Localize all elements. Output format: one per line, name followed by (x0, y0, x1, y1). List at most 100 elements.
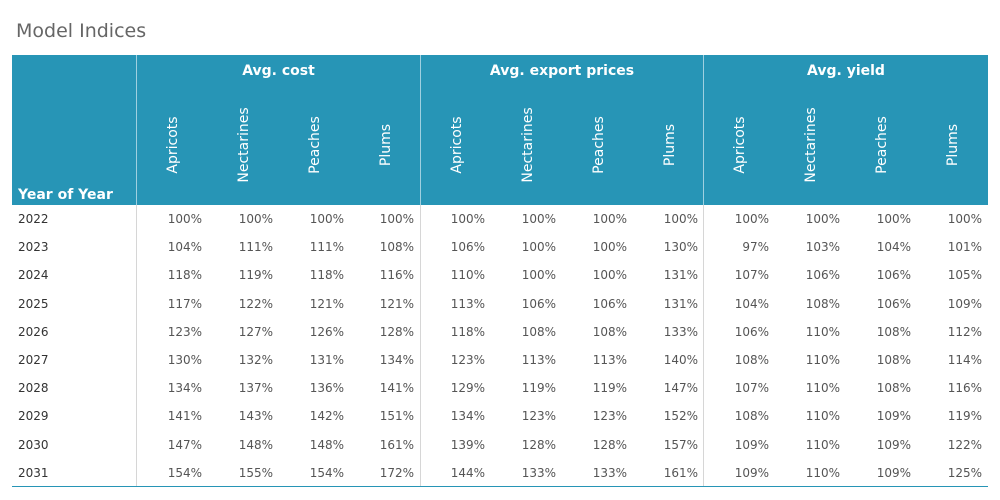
table-cell: 110% (805, 352, 840, 367)
column-header-apricots: Apricots (449, 116, 465, 174)
column-header-plums: Plums (378, 123, 394, 167)
group-header-avg-yield: Avg. yield (807, 63, 885, 79)
table-cell: 100% (592, 240, 627, 255)
table-cell: 112% (947, 324, 982, 339)
table-cell: 100% (805, 212, 840, 226)
group-header-avg-cost: Avg. cost (242, 63, 315, 79)
row-year-label: 2023 (18, 240, 49, 255)
table-row: 2031 154% 155% 154% 172% 144% 133% 133% 161% 109%… (12, 459, 988, 487)
table-cell: 109% (876, 465, 911, 480)
table-cell: 121% (309, 296, 344, 311)
table-cell: 116% (379, 268, 414, 283)
table-cell: 131% (309, 352, 344, 367)
table-cell: 109% (876, 409, 911, 424)
table-cell: 123% (521, 409, 556, 424)
table-cell: 140% (663, 352, 698, 367)
table-cell: 154% (167, 465, 202, 480)
column-header-peaches: Peaches (591, 116, 607, 174)
table-cell: 108% (592, 324, 627, 339)
table-cell: 106% (450, 240, 485, 255)
table-cell: 148% (309, 437, 344, 452)
table-cell: 97% (742, 240, 769, 255)
table-cell: 110% (805, 465, 840, 480)
table-row: 2030 147% 148% 148% 161% 139% 128% 128% 157% 109%… (12, 431, 988, 459)
table-cell: 108% (876, 381, 911, 396)
table-cell: 131% (663, 296, 698, 311)
table-cell: 106% (805, 268, 840, 283)
table-cell: 107% (734, 381, 769, 396)
table-cell: 110% (805, 381, 840, 396)
column-header-apricots: Apricots (732, 116, 748, 174)
table-cell: 119% (521, 381, 556, 396)
row-year-label: 2027 (18, 352, 49, 367)
table-cell: 133% (592, 465, 627, 480)
table-cell: 100% (947, 212, 982, 226)
table-cell: 154% (309, 465, 344, 480)
table-cell: 118% (309, 268, 344, 283)
row-year-label: 2028 (18, 381, 49, 396)
table-cell: 100% (734, 212, 769, 226)
table-row: 2026 123% 127% 126% 128% 118% 108% 108% 133% 106%… (12, 318, 988, 346)
table-row: 2022 100% 100% 100% 100% 100% 100% 100% 100% 100%… (12, 205, 988, 233)
table-cell: 136% (309, 381, 344, 396)
table-cell: 100% (521, 268, 556, 283)
table-cell: 101% (947, 240, 982, 255)
column-header-plums: Plums (662, 123, 678, 167)
table-cell: 110% (450, 268, 485, 283)
table-cell: 119% (947, 409, 982, 424)
column-header-nectarines: Nectarines (236, 107, 252, 183)
table-cell: 100% (379, 212, 414, 226)
table-cell: 110% (805, 437, 840, 452)
row-header-label: Year of Year (18, 187, 113, 203)
table-cell: 100% (238, 212, 273, 226)
table-cell: 109% (734, 465, 769, 480)
table-cell: 147% (167, 437, 202, 452)
table-cell: 117% (167, 296, 202, 311)
column-header-peaches: Peaches (307, 116, 323, 174)
table-cell: 128% (521, 437, 556, 452)
table-cell: 109% (876, 437, 911, 452)
column-header-peaches: Peaches (874, 116, 890, 174)
table-cell: 113% (521, 352, 556, 367)
table-cell: 118% (450, 324, 485, 339)
row-year-label: 2022 (18, 212, 49, 226)
table-cell: 144% (450, 465, 485, 480)
table-cell: 133% (521, 465, 556, 480)
table-cell: 131% (663, 268, 698, 283)
table-cell: 100% (592, 212, 627, 226)
table-cell: 129% (450, 381, 485, 396)
table-cell: 134% (450, 409, 485, 424)
table-cell: 141% (167, 409, 202, 424)
table-cell: 100% (167, 212, 202, 226)
grid-divider (136, 205, 137, 487)
table-cell: 104% (167, 240, 202, 255)
table-cell: 118% (167, 268, 202, 283)
table-cell: 108% (379, 240, 414, 255)
table-cell: 121% (379, 296, 414, 311)
table-cell: 108% (521, 324, 556, 339)
table-cell: 133% (663, 324, 698, 339)
table-cell: 110% (805, 409, 840, 424)
table-cell: 134% (379, 352, 414, 367)
table-cell: 108% (734, 409, 769, 424)
table-cell: 137% (238, 381, 273, 396)
header-divider (703, 55, 704, 205)
row-year-label: 2031 (18, 465, 49, 480)
table-cell: 123% (167, 324, 202, 339)
table-cell: 100% (592, 268, 627, 283)
column-header-nectarines: Nectarines (803, 107, 819, 183)
table-cell: 151% (379, 409, 414, 424)
table-cell: 106% (592, 296, 627, 311)
header-divider (136, 55, 137, 205)
table-cell: 139% (450, 437, 485, 452)
table-cell: 106% (521, 296, 556, 311)
table-cell: 123% (450, 352, 485, 367)
table-bottom-border (12, 486, 988, 487)
grid-divider (420, 205, 421, 487)
table-cell: 119% (238, 268, 273, 283)
page-title: Model Indices (16, 20, 147, 42)
table-cell: 100% (521, 240, 556, 255)
table-row: 2025 117% 122% 121% 121% 113% 106% 106% 131% 104%… (12, 290, 988, 318)
table-cell: 103% (805, 240, 840, 255)
table-cell: 142% (309, 409, 344, 424)
